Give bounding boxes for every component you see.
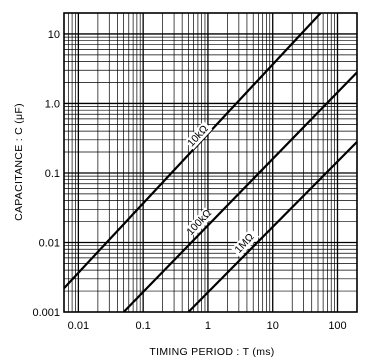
x-tick-label: 100 [328,320,346,332]
series-line-2 [187,141,358,313]
series-lines [63,12,358,313]
series-label-bg [185,207,214,237]
x-tick-labels: 0.01 0.1 1 10 100 [68,320,347,332]
grid [64,13,357,312]
x-tick-label: 1 [205,320,211,332]
plot-frame [63,12,358,313]
y-axis-title: CAPACITANCE : C (μF) [13,103,25,221]
y-tick-label: 10 [48,29,60,41]
y-tick-label: 0.001 [32,307,60,319]
series-line-1 [122,71,358,313]
x-tick-label: 10 [267,320,279,332]
y-tick-label: 0.1 [45,168,60,180]
x-axis-title: TIMING PERIOD : T (ms) [149,346,274,358]
series-line-0 [63,12,322,289]
series-label-bg [184,121,213,150]
y-tick-label: 0.01 [39,237,60,249]
y-tick-label: 1.0 [45,98,60,110]
x-tick-label: 0.01 [68,320,89,332]
x-tick-label: 0.1 [136,320,151,332]
y-tick-labels: 0.001 0.01 0.1 1.0 10 [32,29,60,319]
series-label-bg [231,228,260,258]
